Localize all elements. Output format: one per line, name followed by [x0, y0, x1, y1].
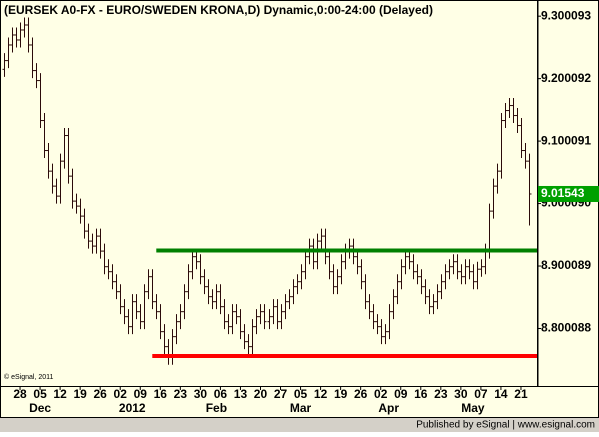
x-tick-label: 26	[94, 387, 108, 401]
last-price-label: 9.01543	[541, 186, 585, 200]
copyright: © eSignal, 2011	[4, 373, 54, 381]
x-tick-label: 30	[194, 387, 208, 401]
month-label: Dec	[29, 401, 51, 415]
y-tick-label: 9.100091	[541, 133, 591, 147]
x-tick-label: 09	[394, 387, 408, 401]
x-tick-label: 16	[414, 387, 428, 401]
y-tick-label: 8.900089	[541, 258, 591, 272]
x-tick-label: 23	[434, 387, 448, 401]
month-label: Mar	[290, 401, 312, 415]
publisher: Published by eSignal | www.esignal.com	[416, 420, 595, 431]
x-tick-label: 02	[114, 387, 128, 401]
x-tick-label: 12	[53, 387, 67, 401]
x-tick-label: 13	[234, 387, 248, 401]
x-tick-label: 26	[354, 387, 368, 401]
x-tick-label: 19	[73, 387, 87, 401]
y-tick-label: 9.300093	[541, 8, 591, 22]
month-label: Apr	[378, 401, 399, 415]
month-label: Feb	[206, 401, 227, 415]
last-price-box	[538, 185, 599, 202]
x-tick-label: 12	[314, 387, 328, 401]
y-tick-label: 9.200092	[541, 71, 591, 85]
x-tick-label: 05	[294, 387, 308, 401]
y-tick-label: 8.800088	[541, 321, 591, 335]
x-tick-label: 16	[154, 387, 168, 401]
chart-title: (EURSEK A0-FX - EURO/SWEDEN KRONA,D) Dyn…	[4, 3, 433, 17]
x-tick-label: 23	[174, 387, 188, 401]
x-tick-label: 05	[33, 387, 47, 401]
x-tick-label: 09	[134, 387, 148, 401]
x-tick-label: 06	[214, 387, 228, 401]
month-label: 2012	[119, 401, 146, 415]
x-tick-label: 30	[454, 387, 468, 401]
x-tick-label: 07	[474, 387, 488, 401]
x-tick-label: 27	[274, 387, 288, 401]
time-axis	[0, 386, 599, 418]
month-label: May	[461, 401, 485, 415]
x-tick-label: 20	[254, 387, 268, 401]
x-tick-label: 02	[374, 387, 388, 401]
x-tick-label: 28	[13, 387, 27, 401]
x-tick-label: 19	[334, 387, 348, 401]
x-tick-label: 14	[494, 387, 508, 401]
footer	[0, 418, 599, 432]
x-tick-label: 21	[514, 387, 528, 401]
